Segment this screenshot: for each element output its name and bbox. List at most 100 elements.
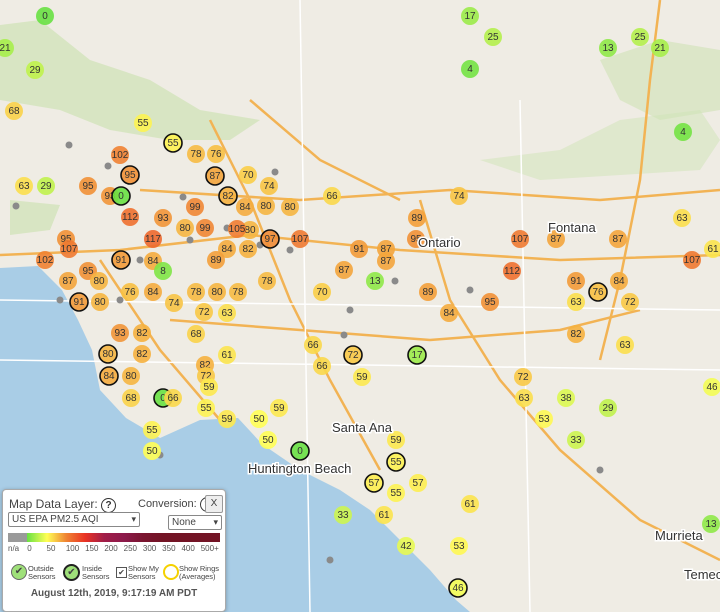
sensor-marker[interactable]: 63 (15, 177, 33, 195)
sensor-marker[interactable]: 70 (313, 283, 331, 301)
sensor-marker[interactable]: 112 (121, 208, 139, 226)
sensor-marker[interactable]: 87 (609, 230, 627, 248)
sensor-marker[interactable]: 53 (535, 410, 553, 428)
sensor-marker[interactable]: 78 (187, 283, 205, 301)
sensor-marker[interactable]: 55 (387, 484, 405, 502)
sensor-marker[interactable]: 8 (154, 262, 172, 280)
sensor-marker[interactable]: 84 (144, 283, 162, 301)
sensor-marker[interactable]: 72 (621, 293, 639, 311)
sensor-marker[interactable]: 13 (366, 272, 384, 290)
sensor-marker[interactable]: 78 (187, 145, 205, 163)
sensor-marker[interactable]: 107 (60, 240, 78, 258)
sensor-marker[interactable]: 38 (557, 389, 575, 407)
sensor-marker[interactable]: 74 (165, 294, 183, 312)
sensor-marker[interactable]: 72 (514, 368, 532, 386)
sensor-marker[interactable]: 95 (481, 293, 499, 311)
sensor-marker[interactable]: 84 (440, 304, 458, 322)
sensor-marker[interactable]: 78 (229, 283, 247, 301)
sensor-marker[interactable]: 80 (98, 344, 118, 364)
sensor-marker[interactable]: 97 (260, 229, 280, 249)
sensor-marker[interactable]: 4 (461, 60, 479, 78)
sensor-marker[interactable]: 59 (353, 368, 371, 386)
layer-select[interactable]: US EPA PM2.5 AQI (8, 512, 140, 527)
toggle-label[interactable]: Inside Sensors (82, 564, 110, 581)
sensor-marker[interactable]: 82 (133, 345, 151, 363)
sensor-marker[interactable]: 4 (674, 123, 692, 141)
sensor-marker[interactable]: 82 (567, 325, 585, 343)
sensor-marker[interactable]: 91 (567, 272, 585, 290)
sensor-marker[interactable]: 17 (407, 345, 427, 365)
sensor-marker[interactable]: 80 (176, 219, 194, 237)
sensor-marker[interactable]: 25 (484, 28, 502, 46)
sensor-marker[interactable]: 25 (631, 28, 649, 46)
sensor-marker[interactable]: 59 (270, 399, 288, 417)
sensor-marker[interactable]: 61 (375, 506, 393, 524)
sensor-marker[interactable]: 68 (122, 389, 140, 407)
sensor-marker[interactable]: 74 (450, 187, 468, 205)
sensor-marker[interactable]: 66 (313, 357, 331, 375)
sensor-marker[interactable]: 55 (197, 399, 215, 417)
sensor-marker[interactable]: 29 (37, 177, 55, 195)
sensor-marker[interactable]: 80 (257, 197, 275, 215)
sensor-marker[interactable]: 33 (567, 431, 585, 449)
sensor-marker[interactable]: 63 (673, 209, 691, 227)
sensor-marker[interactable]: 0 (290, 441, 310, 461)
sensor-marker[interactable]: 50 (259, 431, 277, 449)
close-button[interactable]: X (205, 495, 223, 513)
sensor-marker[interactable]: 46 (448, 578, 468, 598)
sensor-marker[interactable]: 102 (36, 251, 54, 269)
sensor-marker[interactable]: 99 (186, 198, 204, 216)
sensor-marker[interactable]: 112 (503, 262, 521, 280)
sensor-marker[interactable]: 63 (218, 304, 236, 322)
sensor-marker[interactable]: 87 (335, 261, 353, 279)
checkbox[interactable]: ✔ (116, 567, 127, 578)
sensor-marker[interactable]: 33 (334, 506, 352, 524)
sensor-marker[interactable]: 61 (218, 346, 236, 364)
sensor-marker[interactable]: 91 (69, 292, 89, 312)
sensor-marker[interactable]: 76 (588, 282, 608, 302)
sensor-marker[interactable]: 80 (91, 293, 109, 311)
sensor-marker[interactable]: 78 (258, 272, 276, 290)
sensor-marker[interactable]: 107 (291, 230, 309, 248)
sensor-marker[interactable]: 72 (195, 303, 213, 321)
sensor-marker[interactable]: 89 (408, 209, 426, 227)
sensor-marker[interactable]: 76 (121, 283, 139, 301)
sensor-marker[interactable]: 84 (610, 272, 628, 290)
sensor-marker[interactable]: 87 (205, 166, 225, 186)
sensor-marker[interactable]: 84 (236, 198, 254, 216)
sensor-marker[interactable]: 74 (260, 177, 278, 195)
sensor-marker[interactable]: 42 (397, 537, 415, 555)
sensor-marker[interactable]: 21 (0, 39, 14, 57)
sensor-marker[interactable]: 95 (79, 177, 97, 195)
sensor-marker[interactable]: 53 (450, 537, 468, 555)
sensor-marker[interactable]: 66 (323, 187, 341, 205)
sensor-marker[interactable]: 55 (143, 421, 161, 439)
sensor-marker[interactable]: 84 (218, 240, 236, 258)
sensor-marker[interactable]: 63 (616, 336, 634, 354)
sensor-marker[interactable]: 50 (250, 410, 268, 428)
sensor-marker[interactable]: 59 (200, 378, 218, 396)
sensor-marker[interactable]: 46 (703, 378, 720, 396)
sensor-marker[interactable]: 95 (407, 230, 425, 248)
sensor-marker[interactable]: 91 (350, 240, 368, 258)
sensor-marker[interactable]: 80 (122, 367, 140, 385)
sensor-marker[interactable]: 105 (228, 220, 246, 238)
toggle-label[interactable]: Show Rings (Averages) (179, 564, 220, 581)
sensor-marker[interactable]: 80 (208, 283, 226, 301)
sensor-marker[interactable]: 55 (163, 133, 183, 153)
conversion-select[interactable]: None (168, 515, 222, 530)
sensor-marker[interactable]: 57 (409, 474, 427, 492)
sensor-marker[interactable]: 13 (599, 39, 617, 57)
sensor-marker[interactable]: 80 (90, 272, 108, 290)
help-button[interactable]: ? (101, 498, 117, 513)
sensor-marker[interactable]: 102 (111, 146, 129, 164)
sensor-marker[interactable]: 59 (218, 410, 236, 428)
sensor-marker[interactable]: 89 (419, 283, 437, 301)
sensor-marker[interactable]: 82 (133, 324, 151, 342)
sensor-marker[interactable]: 99 (196, 219, 214, 237)
sensor-marker[interactable]: 0 (36, 7, 54, 25)
sensor-marker[interactable]: 91 (111, 250, 131, 270)
sensor-marker[interactable]: 17 (461, 7, 479, 25)
sensor-marker[interactable]: 55 (386, 452, 406, 472)
sensor-marker[interactable]: 68 (5, 102, 23, 120)
